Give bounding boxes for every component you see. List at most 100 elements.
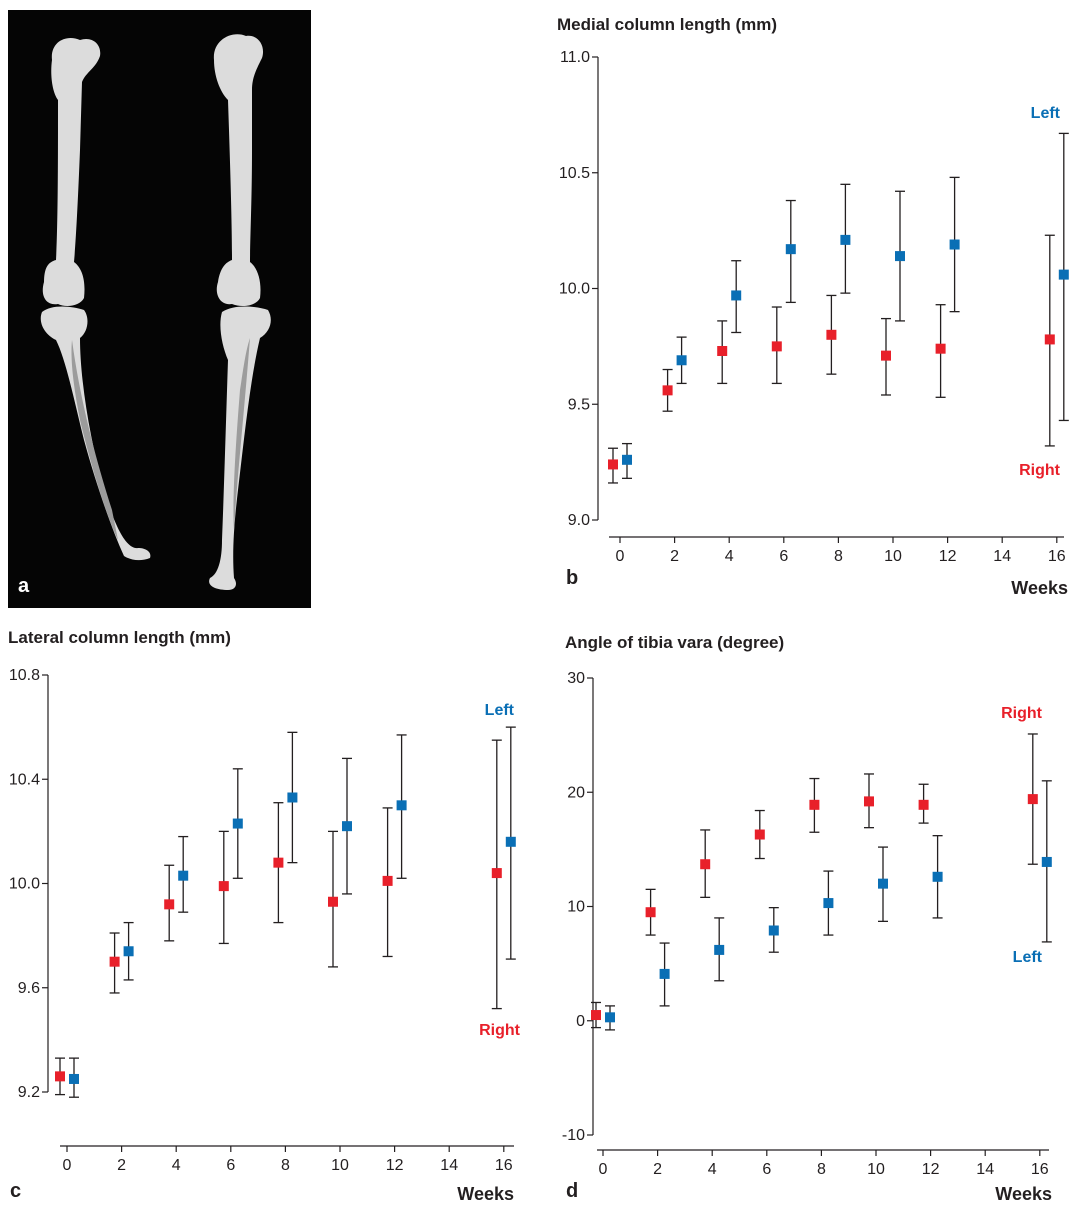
data-point-right: [382, 875, 393, 886]
data-point-left: [605, 1012, 615, 1023]
y-tick-label: 11.0: [560, 49, 590, 66]
x-axis-label: Weeks: [457, 1184, 514, 1204]
series-label-right: Right: [1019, 462, 1061, 479]
x-axis-label: Weeks: [1011, 578, 1068, 598]
data-point-right: [645, 907, 656, 918]
y-tick-label: -10: [562, 1127, 585, 1144]
panel-c-lateral-column-chart: Lateral column length (mm) c Weeks Left …: [8, 628, 521, 1204]
y-tick-label: 30: [567, 670, 585, 687]
data-point-right: [218, 881, 229, 892]
data-point-left: [1058, 269, 1069, 280]
panel-a-radiograph: a: [8, 10, 311, 608]
data-point-right: [662, 385, 673, 396]
panel-label-a: a: [18, 575, 30, 597]
y-tick-label: 10.5: [559, 165, 590, 182]
data-point-right: [864, 796, 874, 807]
left-limb-bones: [40, 38, 151, 561]
y-tick-label: 10.0: [559, 281, 590, 298]
panel-label-b: b: [566, 567, 578, 589]
data-point-right: [164, 899, 175, 910]
data-point-left: [785, 244, 796, 255]
x-tick-label: 16: [1031, 1161, 1049, 1178]
data-point-left: [840, 234, 851, 245]
data-point-right: [717, 346, 728, 357]
x-tick-label: 4: [708, 1161, 717, 1178]
data-point-right: [1044, 334, 1055, 345]
data-point-left: [932, 871, 943, 882]
data-point-left: [823, 898, 834, 909]
x-tick-label: 14: [993, 548, 1011, 565]
data-point-right: [935, 343, 946, 354]
left-femur: [42, 38, 101, 306]
x-tick-label: 0: [599, 1161, 608, 1178]
panel-b-medial-column-chart: Medial column length (mm) b Weeks Left R…: [557, 15, 1069, 598]
data-point-left: [396, 800, 407, 811]
y-tick-label: 20: [567, 784, 585, 801]
y-tick-label: 9.2: [18, 1084, 40, 1101]
series-label-right: Right: [1001, 705, 1043, 722]
x-tick-label: 10: [884, 548, 902, 565]
y-tick-label: 10: [567, 899, 585, 916]
right-limb-bones: [209, 34, 271, 590]
y-tick-label: 9.6: [18, 980, 40, 997]
data-point-left: [505, 836, 516, 847]
data-point-left: [895, 251, 905, 262]
chart-title: Medial column length (mm): [557, 15, 777, 34]
x-tick-label: 0: [616, 548, 625, 565]
x-tick-label: 6: [779, 548, 788, 565]
x-tick-label: 4: [725, 548, 734, 565]
right-femur: [213, 34, 264, 307]
x-tick-label: 8: [281, 1157, 290, 1174]
data-point-right: [881, 350, 891, 361]
chart-title: Angle of tibia vara (degree): [565, 633, 784, 652]
data-point-left: [178, 870, 189, 881]
data-point-right: [771, 341, 782, 352]
data-point-left: [622, 454, 632, 465]
x-tick-label: 2: [670, 548, 679, 565]
x-tick-label: 10: [331, 1157, 349, 1174]
x-tick-label: 8: [817, 1161, 826, 1178]
data-point-left: [1041, 856, 1052, 867]
right-fibula: [233, 338, 250, 530]
data-point-left: [949, 239, 960, 250]
data-point-left: [878, 878, 888, 889]
data-point-right: [491, 868, 502, 879]
data-point-right: [273, 857, 284, 868]
x-tick-label: 14: [976, 1161, 994, 1178]
series-label-left: Left: [1031, 105, 1061, 122]
data-point-right: [591, 1010, 601, 1021]
y-tick-label: 10.0: [9, 876, 40, 893]
data-point-right: [700, 859, 711, 870]
data-point-right: [55, 1071, 65, 1082]
y-tick-label: 0: [576, 1013, 585, 1030]
y-tick-label: 10.4: [9, 771, 40, 788]
panel-label-c: c: [10, 1180, 21, 1202]
x-tick-label: 2: [653, 1161, 662, 1178]
x-axis-label: Weeks: [995, 1184, 1052, 1204]
data-point-left: [69, 1073, 79, 1084]
data-point-right: [826, 329, 837, 340]
x-tick-label: 8: [834, 548, 843, 565]
x-tick-label: 2: [117, 1157, 126, 1174]
series-label-right: Right: [479, 1022, 521, 1039]
x-tick-label: 12: [922, 1161, 940, 1178]
x-tick-label: 10: [867, 1161, 885, 1178]
data-point-left: [232, 818, 243, 829]
left-fibula: [71, 340, 118, 540]
data-point-left: [342, 821, 352, 832]
panel-label-d: d: [566, 1180, 578, 1202]
data-point-right: [608, 459, 618, 470]
x-tick-label: 14: [440, 1157, 458, 1174]
series-label-left: Left: [485, 702, 515, 719]
data-point-left: [768, 925, 779, 936]
data-point-right: [1027, 794, 1038, 805]
panel-d-tibia-vara-chart: Angle of tibia vara (degree) d Weeks Rig…: [562, 633, 1052, 1204]
data-point-left: [676, 355, 687, 366]
data-point-left: [287, 792, 298, 803]
series-label-left: Left: [1013, 949, 1043, 966]
y-tick-label: 9.5: [568, 396, 590, 413]
x-tick-label: 16: [1048, 548, 1066, 565]
data-point-left: [731, 290, 742, 301]
x-tick-label: 6: [226, 1157, 235, 1174]
